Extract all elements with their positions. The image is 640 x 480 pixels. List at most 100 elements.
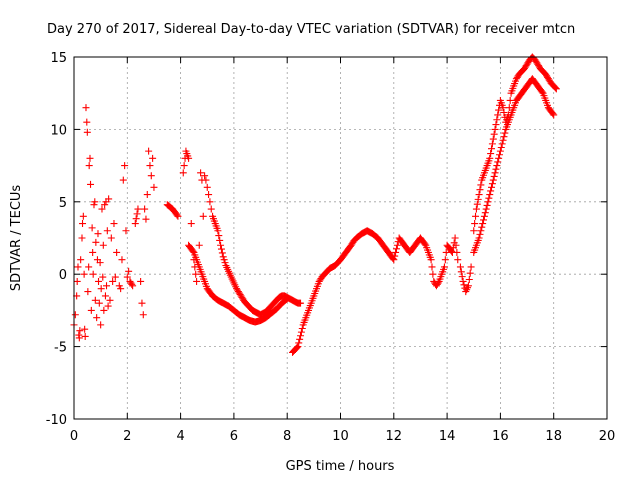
data-point xyxy=(195,241,203,249)
data-point xyxy=(214,227,222,235)
data-point xyxy=(147,172,155,180)
data-point xyxy=(542,70,550,78)
y-tick-label: 5 xyxy=(59,196,67,211)
data-point xyxy=(217,245,225,253)
data-point xyxy=(122,227,130,235)
y-tick-label: -5 xyxy=(54,341,67,356)
data-point xyxy=(543,73,551,81)
data-point xyxy=(483,201,491,209)
data-point xyxy=(493,162,501,170)
data-point xyxy=(486,191,494,199)
data-point xyxy=(493,116,501,124)
data-point xyxy=(236,290,244,298)
data-point xyxy=(296,335,304,343)
data-point xyxy=(118,256,126,264)
data-point xyxy=(82,104,90,112)
data-point xyxy=(467,263,475,271)
data-point xyxy=(478,223,486,231)
data-point xyxy=(476,186,484,194)
data-point xyxy=(489,135,497,143)
axis-ticks: 0 2 4 6 8 10 12 14 16 18 20 -10 -5 0 5 10 15 xyxy=(46,51,616,444)
data-point xyxy=(99,273,107,281)
y-tick-label: 0 xyxy=(59,268,67,283)
data-point xyxy=(297,332,305,340)
x-axis-label: GPS time / hours xyxy=(286,459,395,474)
data-point xyxy=(73,277,81,285)
data-point xyxy=(237,292,245,300)
data-point xyxy=(283,295,291,303)
data-point xyxy=(520,65,528,73)
data-point xyxy=(485,194,493,202)
data-point xyxy=(85,162,93,170)
data-point xyxy=(524,59,532,67)
data-point xyxy=(484,198,492,206)
data-point xyxy=(146,162,154,170)
data-point xyxy=(86,154,94,162)
data-point xyxy=(471,220,479,228)
data-point xyxy=(98,205,106,213)
data-point xyxy=(219,253,227,261)
data-point xyxy=(488,180,496,188)
data-point xyxy=(472,212,480,220)
data-point xyxy=(110,220,118,228)
data-point xyxy=(501,129,509,137)
data-point xyxy=(173,211,181,219)
data-point xyxy=(107,234,115,242)
y-tick-label: 10 xyxy=(50,123,67,138)
y-axis-label: SDTVAR / TECUs xyxy=(9,185,24,292)
data-point xyxy=(532,57,540,65)
data-point xyxy=(442,248,450,256)
data-point xyxy=(497,144,505,151)
data-point xyxy=(85,263,93,271)
data-point xyxy=(185,154,193,162)
data-point xyxy=(79,220,87,228)
data-point xyxy=(487,150,495,158)
data-point xyxy=(466,269,474,277)
x-tick-label: 12 xyxy=(386,429,403,444)
data-point xyxy=(80,270,88,278)
x-tick-label: 4 xyxy=(176,429,184,444)
data-point xyxy=(474,195,482,203)
data-point xyxy=(100,306,108,314)
data-point xyxy=(480,212,488,220)
data-point xyxy=(521,63,529,71)
data-point xyxy=(145,147,153,155)
grid xyxy=(74,57,607,419)
data-point xyxy=(427,256,435,264)
data-point xyxy=(83,128,91,136)
data-point xyxy=(297,328,305,336)
data-point xyxy=(202,176,210,184)
data-point xyxy=(392,245,400,253)
data-point xyxy=(134,205,142,213)
data-point xyxy=(391,252,399,260)
data-point xyxy=(421,240,429,248)
data-point xyxy=(475,234,483,242)
data-point xyxy=(451,234,459,242)
x-tick-label: 0 xyxy=(70,429,78,444)
data-point xyxy=(101,201,109,209)
data-point xyxy=(464,282,472,290)
data-point xyxy=(293,344,301,352)
data-point xyxy=(201,172,209,180)
data-point xyxy=(123,273,131,281)
data-point xyxy=(393,241,401,249)
data-point xyxy=(392,248,400,256)
data-point xyxy=(512,75,520,83)
data-point xyxy=(477,227,485,235)
data-point xyxy=(137,277,145,285)
data-point xyxy=(199,212,207,220)
data-point xyxy=(535,62,543,70)
data-point xyxy=(534,60,542,68)
data-point xyxy=(282,296,290,304)
data-point xyxy=(125,267,133,275)
data-point xyxy=(487,187,495,195)
data-point xyxy=(104,302,112,310)
data-point xyxy=(459,277,467,285)
plot-frame xyxy=(73,56,608,420)
data-point xyxy=(233,286,241,294)
data-point xyxy=(522,62,530,70)
data-point xyxy=(189,247,197,255)
data-point xyxy=(174,212,182,220)
x-tick-label: 18 xyxy=(545,429,562,444)
data-point xyxy=(127,279,135,287)
